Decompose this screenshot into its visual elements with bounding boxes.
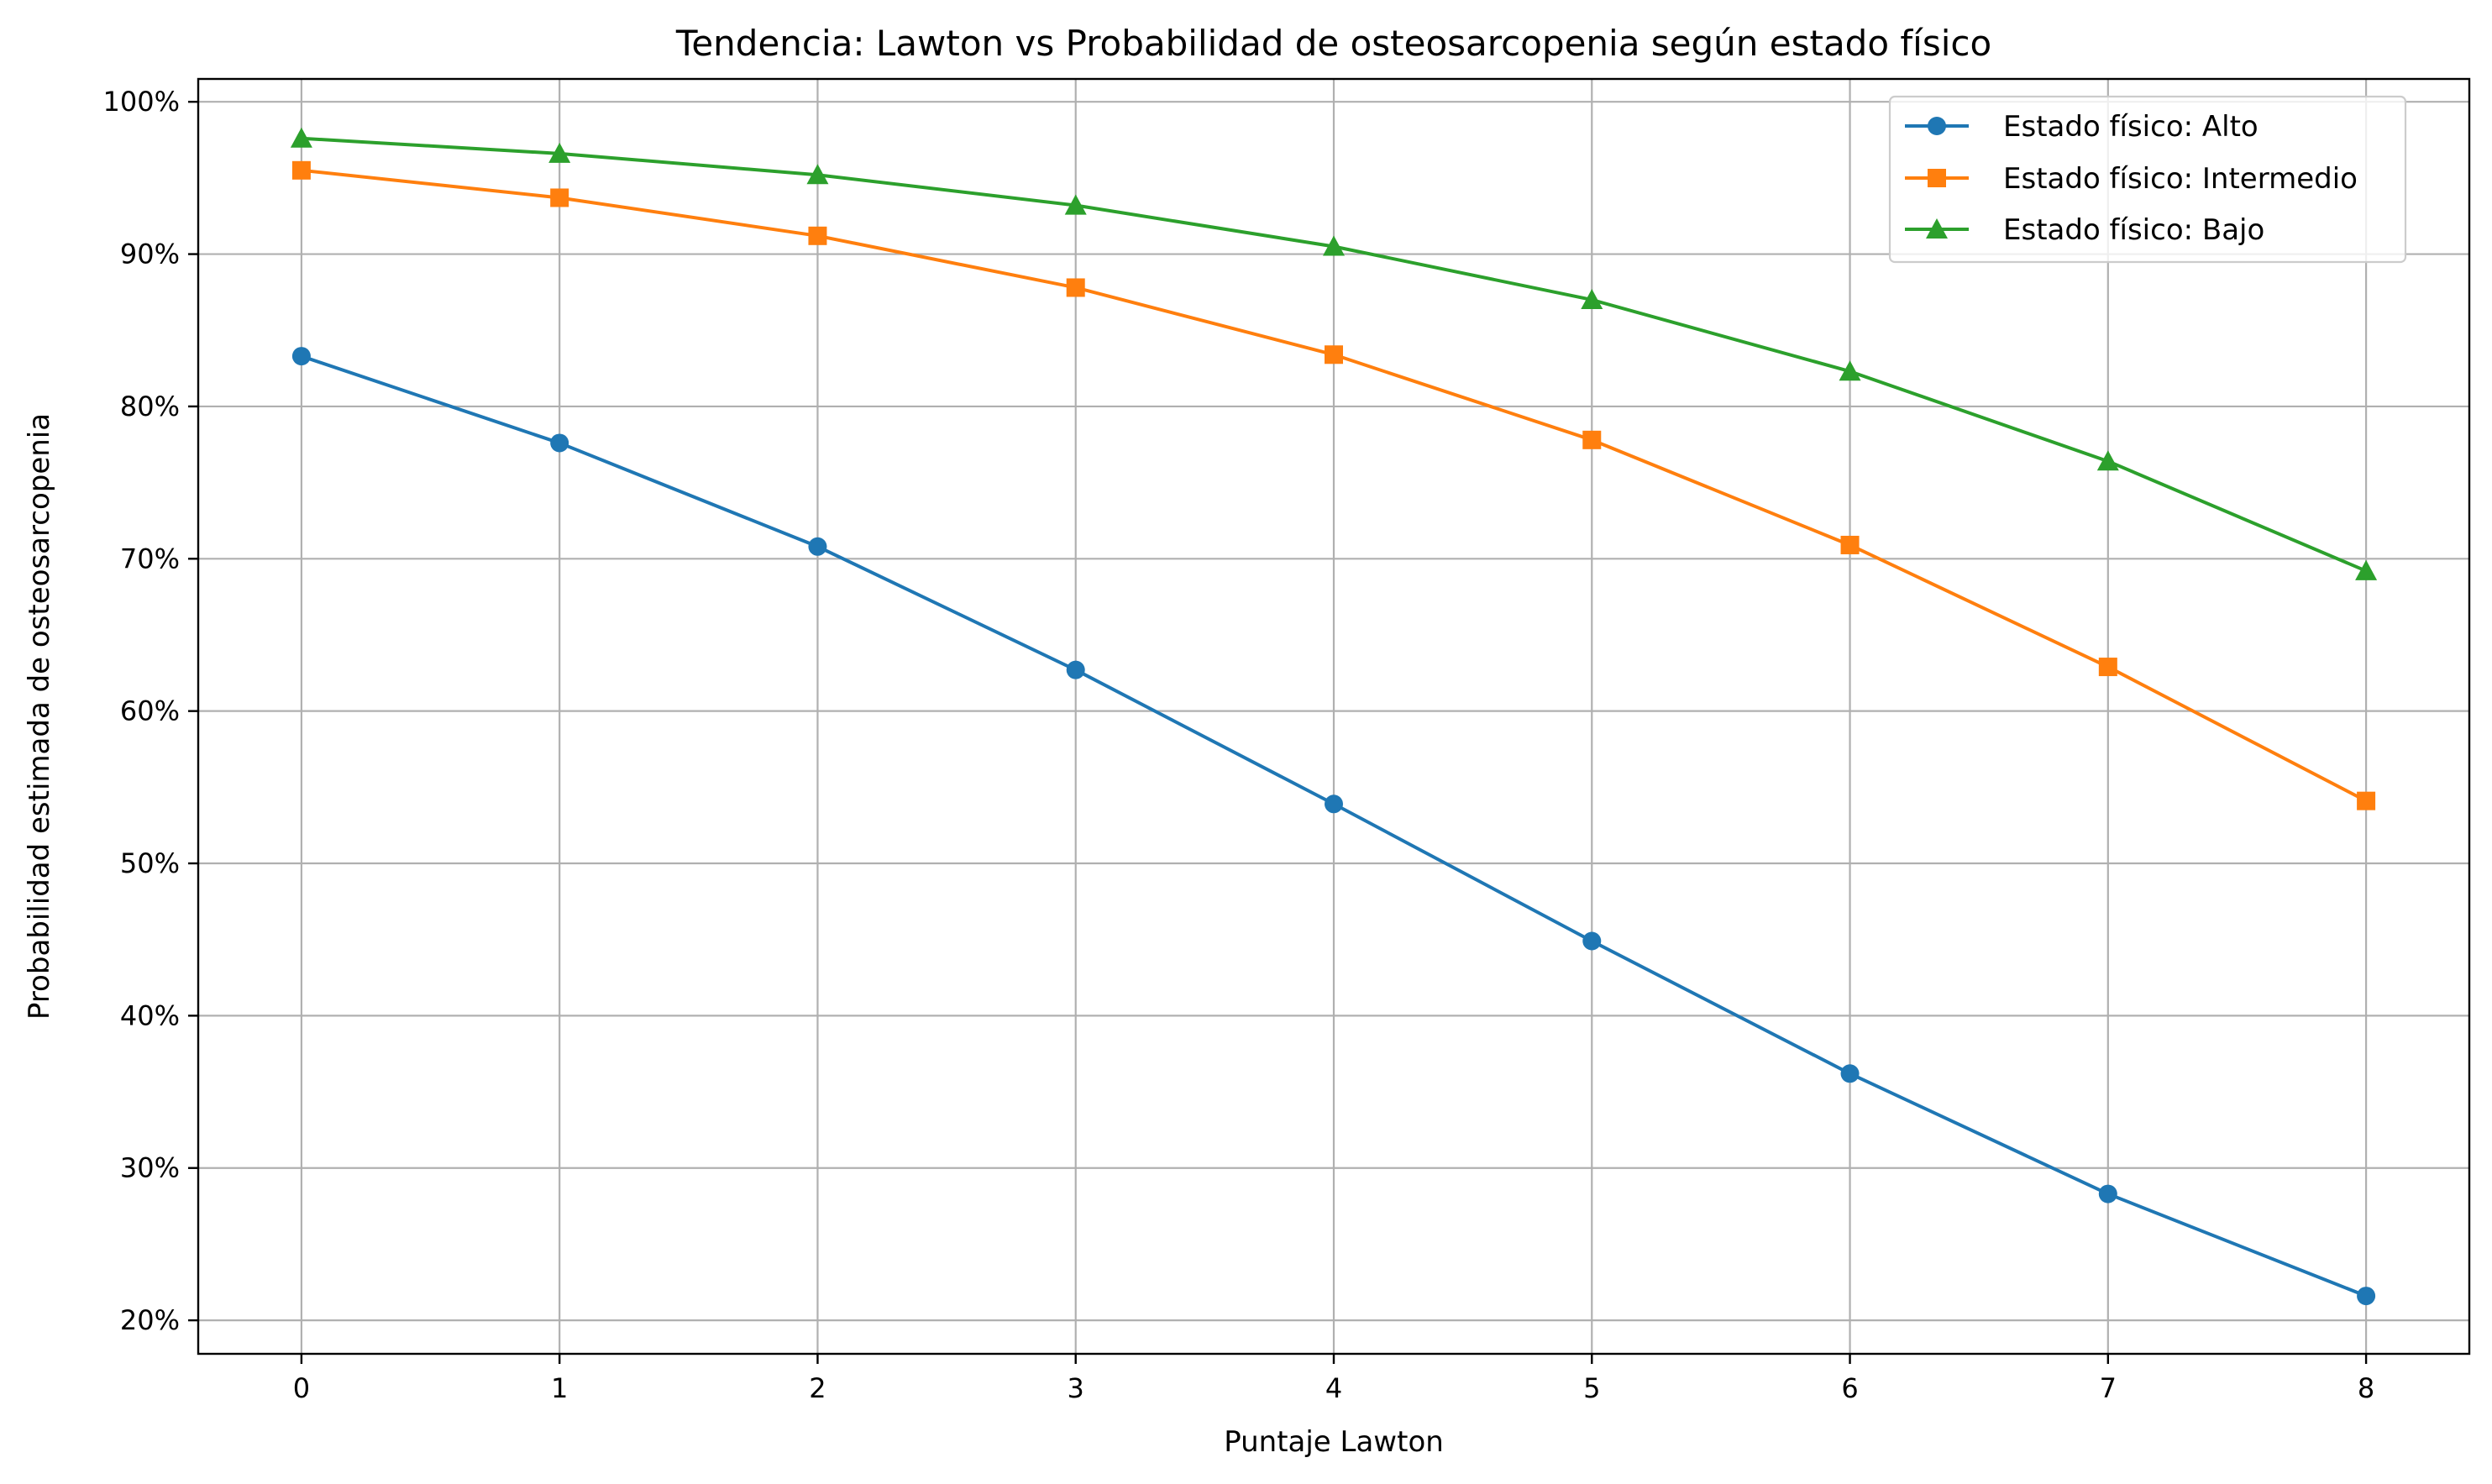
data-point (550, 433, 569, 453)
legend-marker (1928, 117, 1946, 135)
x-tick-label: 0 (293, 1372, 310, 1404)
data-point (1064, 194, 1087, 215)
data-point (290, 127, 312, 148)
legend-marker (1928, 169, 1946, 187)
y-tick-label: 30% (120, 1152, 180, 1184)
legend-label: Estado físico: Bajo (2003, 213, 2264, 247)
data-point (2357, 791, 2376, 810)
data-point (1066, 278, 1085, 297)
series-3 (290, 127, 2378, 580)
data-point (1840, 535, 1860, 554)
grid-lines (198, 79, 2469, 1354)
y-tick-label: 40% (120, 999, 180, 1031)
data-point (2098, 1184, 2117, 1203)
data-point (1323, 235, 1345, 256)
x-tick-label: 3 (1068, 1372, 1084, 1404)
data-point (1582, 931, 1602, 951)
y-tick-label: 20% (120, 1304, 180, 1336)
x-tick-label: 2 (809, 1372, 826, 1404)
y-tick-label: 80% (120, 391, 180, 422)
legend-item: Estado físico: Intermedio (1905, 162, 2358, 196)
legend-label: Estado físico: Intermedio (2003, 162, 2358, 196)
y-axis: 20% 30% 40% 50% 60% 70% 80% 90% 100% (103, 86, 198, 1336)
data-point (1325, 794, 1343, 814)
x-tick-label: 5 (1583, 1372, 1600, 1404)
data-point (1840, 1064, 1860, 1083)
y-tick-label: 70% (120, 543, 180, 574)
data-point (291, 160, 311, 180)
data-point (1582, 430, 1602, 449)
series-1 (291, 347, 2376, 1306)
legend: Estado físico: Alto Estado físico: Interm… (1888, 95, 2407, 264)
x-tick-label: 4 (1325, 1372, 1342, 1404)
data-point (548, 142, 571, 163)
data-point (2098, 658, 2117, 677)
data-point (2096, 450, 2119, 471)
series-2 (291, 160, 2376, 810)
data-point (1581, 288, 1603, 310)
data-point (1839, 360, 1861, 381)
data-point (808, 226, 827, 245)
data-point (550, 188, 569, 207)
x-tick-label: 7 (2100, 1372, 2117, 1404)
data-point (2357, 1287, 2376, 1306)
data-point (291, 347, 311, 366)
data-point (2355, 559, 2378, 580)
legend-label: Estado físico: Alto (2003, 110, 2259, 144)
chart-title: Tendencia: Lawton vs Probabilidad de ost… (675, 23, 1991, 64)
legend-box (1888, 95, 2407, 264)
data-point (1066, 660, 1085, 679)
y-tick-label: 100% (103, 86, 180, 118)
y-tick-label: 50% (120, 847, 180, 879)
data-point (1325, 345, 1343, 364)
x-axis: 0 1 2 3 4 5 6 7 8 (293, 1354, 2374, 1404)
x-tick-label: 1 (551, 1372, 568, 1404)
y-tick-label: 90% (120, 239, 180, 270)
x-axis-label: Puntaje Lawton (1224, 1425, 1444, 1459)
x-tick-label: 6 (1841, 1372, 1858, 1404)
data-point (806, 164, 829, 185)
x-tick-label: 8 (2358, 1372, 2374, 1404)
legend-marker (1926, 218, 1948, 239)
legend-item: Estado físico: Bajo (1905, 213, 2264, 247)
series-layer (290, 127, 2378, 1306)
y-axis-label: Probabilidad estimada de osteosarcopenia (23, 413, 56, 1020)
legend-item: Estado físico: Alto (1905, 110, 2259, 144)
data-point (808, 537, 827, 556)
y-tick-label: 60% (120, 695, 180, 727)
